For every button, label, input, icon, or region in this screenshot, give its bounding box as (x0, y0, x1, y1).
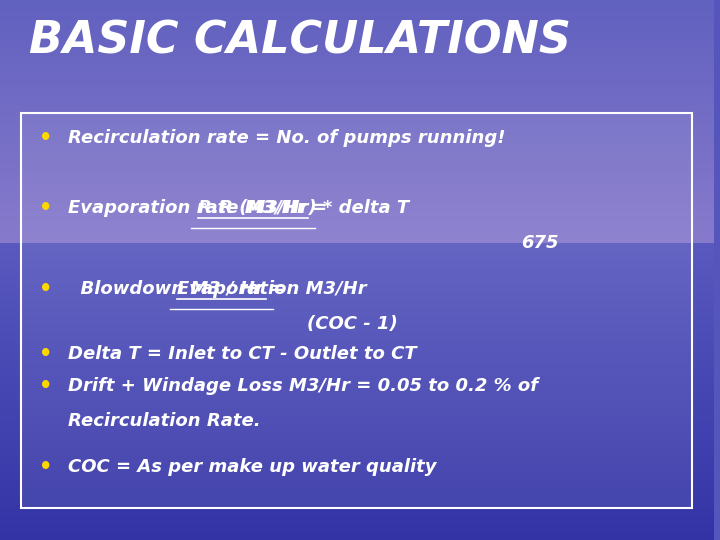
Text: BASIC CALCULATIONS: BASIC CALCULATIONS (29, 20, 570, 63)
Text: Drift + Windage Loss M3/Hr = 0.05 to 0.2 % of: Drift + Windage Loss M3/Hr = 0.05 to 0.2… (68, 377, 538, 395)
Text: Evaporation M3/Hr: Evaporation M3/Hr (177, 280, 367, 298)
Text: COC = As per make up water quality: COC = As per make up water quality (68, 458, 436, 476)
Text: Recirculation Rate.: Recirculation Rate. (68, 412, 261, 430)
Text: Evaporation rate M3/Hr =: Evaporation rate M3/Hr = (68, 199, 333, 217)
Text: •: • (40, 376, 53, 396)
Text: (COC - 1): (COC - 1) (307, 315, 397, 333)
FancyBboxPatch shape (22, 113, 693, 508)
Text: •: • (40, 279, 53, 299)
Text: Recirculation rate = No. of pumps running!: Recirculation rate = No. of pumps runnin… (68, 129, 505, 147)
Text: Blowdown M3 / Hr =: Blowdown M3 / Hr = (68, 280, 292, 298)
Text: •: • (40, 127, 53, 148)
Text: •: • (40, 198, 53, 218)
Text: R.R (M3/Hr) * delta T: R.R (M3/Hr) * delta T (198, 199, 409, 217)
Text: •: • (40, 343, 53, 364)
Text: 675: 675 (521, 234, 559, 252)
Text: •: • (40, 457, 53, 477)
Text: Delta T = Inlet to CT - Outlet to CT: Delta T = Inlet to CT - Outlet to CT (68, 345, 416, 363)
